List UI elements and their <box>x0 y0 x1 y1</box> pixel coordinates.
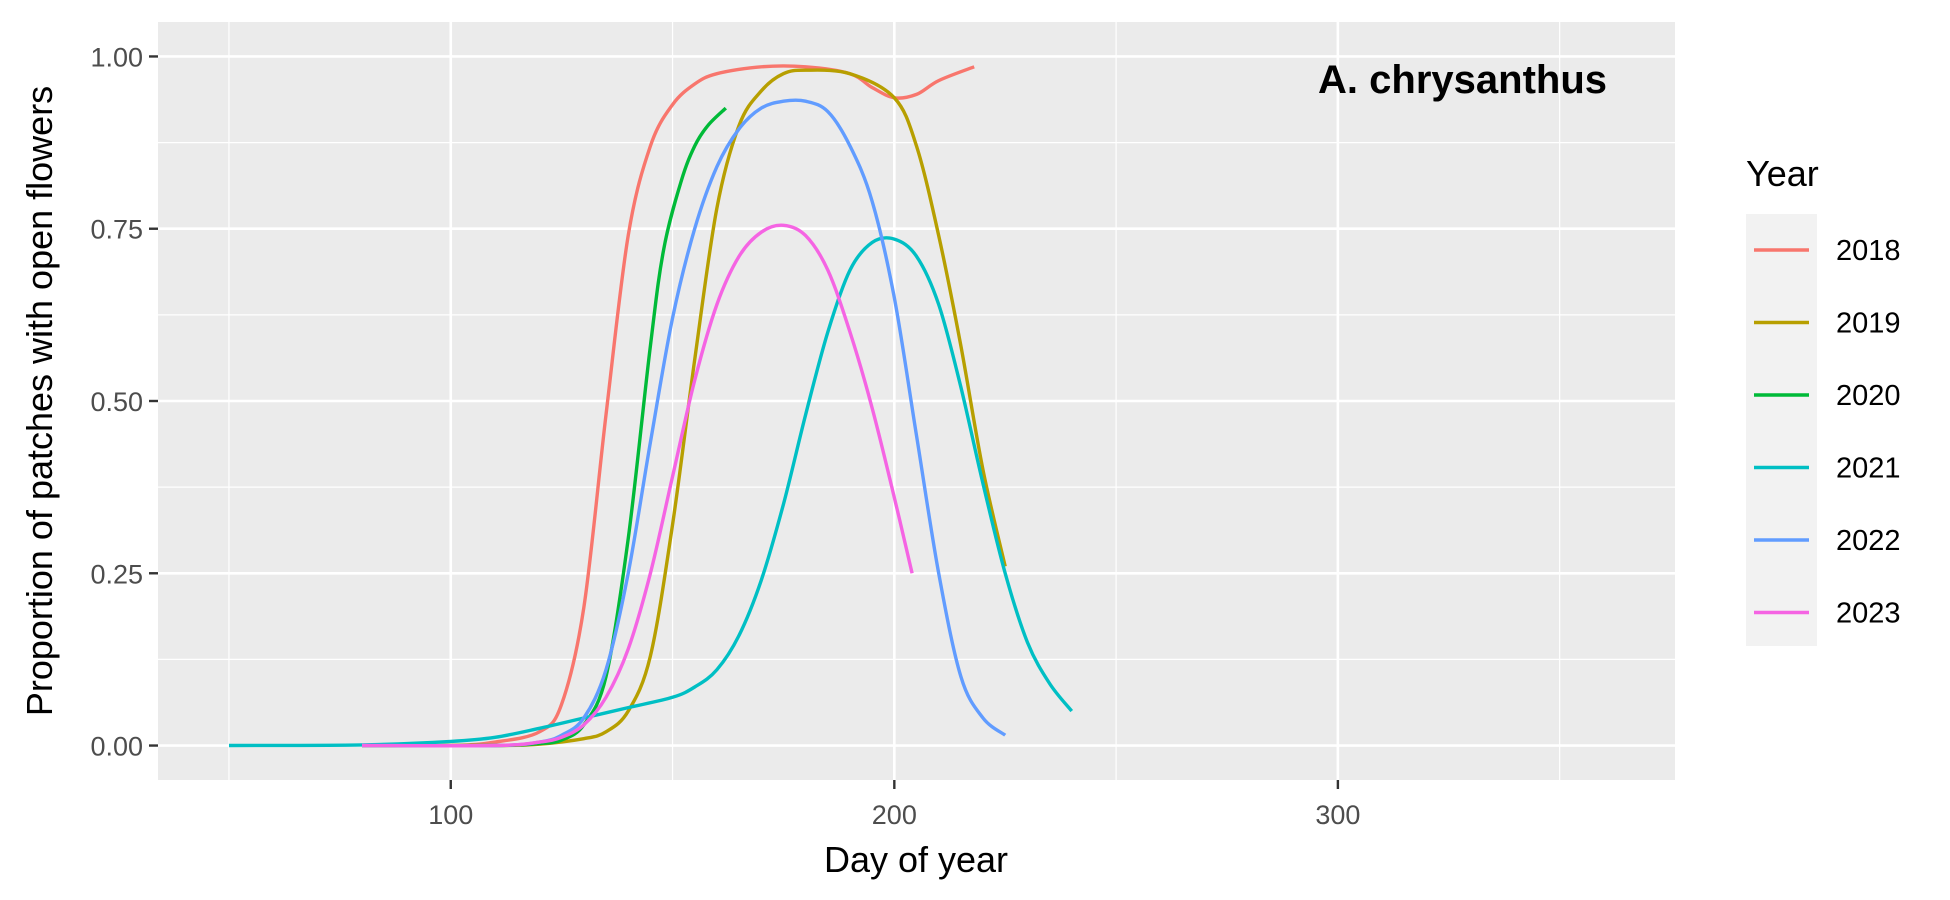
tick-labels: 100 200 300 0.00 0.25 0.50 0.75 1.00 <box>90 42 1360 830</box>
legend: Year 2018 2019 2020 2021 2022 2023 <box>1746 153 1901 646</box>
y-tick-label: 1.00 <box>90 42 143 72</box>
legend-label-2023: 2023 <box>1836 598 1901 630</box>
chart-annotation: A. chrysanthus <box>1318 58 1607 102</box>
legend-label-2018: 2018 <box>1836 235 1901 267</box>
x-tick-label: 100 <box>428 800 473 830</box>
legend-label-2020: 2020 <box>1836 380 1901 412</box>
y-axis-title: Proportion of patches with open flowers <box>19 86 60 716</box>
legend-label-2019: 2019 <box>1836 308 1901 340</box>
y-tick-label: 0.00 <box>90 732 143 762</box>
y-tick-label: 0.75 <box>90 215 143 245</box>
grid-major <box>158 22 1675 780</box>
series-lines <box>228 64 1074 748</box>
series-line-2021 <box>228 236 1074 748</box>
axis-ticks <box>149 55 1340 789</box>
x-tick-label: 200 <box>872 800 917 830</box>
series-line-2022 <box>361 98 1007 748</box>
series-line-2019 <box>361 68 1007 748</box>
legend-key-background <box>1746 214 1817 646</box>
legend-label-2021: 2021 <box>1836 453 1901 485</box>
x-axis-title: Day of year <box>824 839 1008 880</box>
series-line-2023 <box>361 223 914 748</box>
x-tick-label: 300 <box>1315 800 1360 830</box>
legend-items: 2018 2019 2020 2021 2022 2023 <box>1754 235 1901 630</box>
legend-label-2022: 2022 <box>1836 525 1901 557</box>
y-tick-label: 0.50 <box>90 387 143 417</box>
legend-title: Year <box>1746 153 1819 194</box>
y-tick-label: 0.25 <box>90 559 143 589</box>
